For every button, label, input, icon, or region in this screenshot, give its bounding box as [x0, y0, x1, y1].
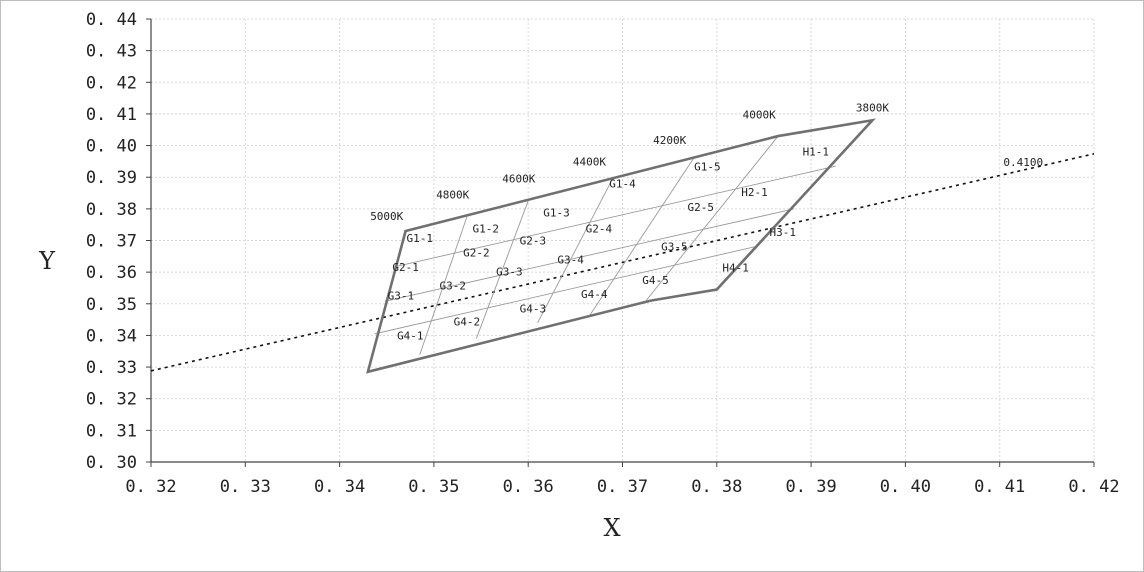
bin-label: G2-1 [392, 261, 419, 274]
y-tick-label: 0. 42 [86, 73, 137, 93]
cct-label: 4800K [436, 188, 469, 201]
x-tick-label: 0. 34 [314, 477, 365, 497]
x-tick-label: 0. 41 [974, 477, 1025, 497]
x-tick-label: 0. 36 [503, 477, 554, 497]
bin-divider-line [396, 165, 836, 267]
x-tick-label: 0. 37 [597, 477, 648, 497]
cct-label: 4400K [573, 156, 606, 169]
bin-label: G1-5 [694, 161, 721, 174]
bin-label: G4-3 [520, 303, 547, 316]
bin-label: G3-3 [496, 265, 523, 278]
bin-label: G4-5 [642, 274, 669, 287]
y-tick-label: 0. 36 [86, 263, 137, 283]
y-tick-label: 0. 30 [86, 453, 137, 473]
x-tick-label: 0. 33 [220, 477, 271, 497]
y-tick-label: 0. 37 [86, 232, 137, 252]
cct-label: 5000K [370, 210, 403, 223]
bin-divider-line [384, 208, 795, 302]
y-tick-label: 0. 33 [86, 358, 137, 378]
x-tick-label: 0. 35 [408, 477, 459, 497]
dotted-line-label: 0.4100 [1003, 156, 1043, 169]
cct-label: 4200K [653, 134, 686, 147]
bin-label: H2-1 [741, 186, 768, 199]
y-tick-label: 0. 34 [86, 326, 137, 346]
cct-label: 3800K [856, 101, 889, 114]
bin-label: G2-4 [586, 222, 613, 235]
y-tick-label: 0. 44 [86, 10, 137, 30]
y-tick-label: 0. 40 [86, 137, 137, 157]
bin-divider-line [374, 246, 755, 335]
bin-label: G3-4 [557, 254, 584, 267]
y-tick-label: 0. 31 [86, 421, 137, 441]
bin-label: G1-3 [543, 206, 570, 219]
cct-label: 4600K [502, 173, 535, 186]
bin-divider-line [645, 135, 779, 301]
x-tick-label: 0. 39 [786, 477, 837, 497]
y-tick-label: 0. 35 [86, 295, 137, 315]
cct-label: 4000K [743, 109, 776, 122]
bin-label: H4-1 [722, 262, 749, 275]
y-tick-label: 0. 43 [86, 42, 137, 62]
bin-label: G3-5 [661, 241, 688, 254]
bin-divider-line [419, 216, 468, 355]
bin-label: H3-1 [770, 226, 797, 239]
bin-divider-line [475, 200, 529, 339]
bin-label: G4-2 [454, 315, 481, 328]
bin-outline [366, 118, 876, 374]
dotted-reference-line [150, 153, 1095, 372]
bin-label: G2-3 [520, 235, 547, 248]
y-tick-label: 0. 32 [86, 390, 137, 410]
x-tick-label: 0. 40 [880, 477, 931, 497]
x-tick-label: 0. 38 [691, 477, 742, 497]
bin-label: G1-2 [473, 222, 500, 235]
bin-label: G4-4 [581, 288, 608, 301]
bin-label: G2-5 [688, 201, 715, 214]
bin-label: G3-1 [388, 290, 415, 303]
x-axis-title: X [603, 514, 620, 542]
y-axis-title: Y [38, 247, 56, 275]
y-tick-label: 0. 41 [86, 105, 137, 125]
x-tick-label: 0. 42 [1068, 477, 1119, 497]
bin-divider-line [589, 158, 694, 317]
y-tick-label: 0. 39 [86, 168, 137, 188]
y-tick-label: 0. 38 [86, 200, 137, 220]
bin-label: G1-4 [609, 177, 636, 190]
bin-label: G1-1 [407, 232, 434, 245]
bin-label: G3-2 [440, 280, 467, 293]
bin-label: G2-2 [463, 246, 490, 259]
bin-divider-line [537, 177, 614, 323]
bin-label: G4-1 [397, 330, 424, 343]
x-tick-label: 0. 32 [125, 477, 176, 497]
bin-label: H1-1 [803, 145, 830, 158]
